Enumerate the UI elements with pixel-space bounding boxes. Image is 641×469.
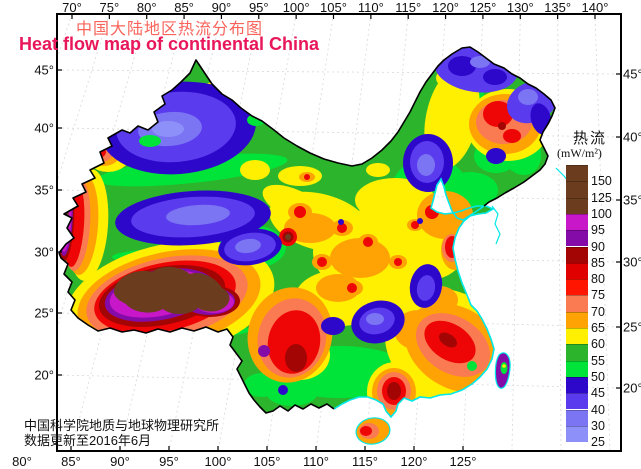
- legend-unit: (mW/m²): [557, 146, 602, 160]
- left-axis-tick-label: 45°: [34, 62, 54, 78]
- legend-color-swatch: [566, 295, 588, 312]
- coastline: [333, 177, 495, 419]
- bottom-axis-tick-label: 125°: [449, 454, 477, 469]
- top-axis-tick-label: 85°: [174, 0, 194, 15]
- right-axis-tick-label: 45°: [623, 66, 641, 82]
- korea-coastline: [491, 205, 501, 245]
- legend-color-swatch: [566, 181, 588, 198]
- right-axis-tick-label: 35°: [623, 192, 641, 208]
- legend-value-label: 25: [591, 435, 605, 450]
- south-west-border: [58, 252, 335, 414]
- bottom-axis-tick-label: 110°: [303, 454, 329, 469]
- legend-color-swatch: [566, 360, 588, 377]
- legend-value-label: 60: [591, 337, 605, 352]
- legend-color-swatch: [566, 165, 588, 182]
- left-axis-tick-label: 30°: [34, 244, 54, 260]
- top-axis-tick-label: 105°: [320, 0, 347, 15]
- bottom-axis-tick-label: 85°: [61, 454, 81, 469]
- top-axis-tick-label: 140°: [581, 0, 609, 15]
- top-axis-tick-label: 75°: [99, 0, 120, 15]
- top-axis-tick-label: 90°: [211, 0, 232, 15]
- bottom-axis-tick-label: 95°: [159, 454, 179, 469]
- legend-value-label: 100: [591, 206, 612, 221]
- legend-color-swatch: [566, 376, 588, 394]
- top-axis-tick-label: 110°: [357, 0, 384, 15]
- right-axis-tick-label: 20°: [623, 380, 641, 396]
- legend-color-swatch: [566, 246, 588, 263]
- left-axis-tick-label: 25°: [34, 305, 54, 321]
- legend-value-label: 90: [591, 239, 605, 254]
- legend-value-label: 80: [591, 272, 605, 287]
- right-axis-tick-label: 40°: [623, 129, 641, 145]
- legend-color-swatch: [566, 230, 588, 247]
- bottom-axis-tick-label: 100°: [204, 454, 232, 469]
- top-axis-tick-label: 95°: [248, 0, 269, 15]
- legend-color-swatch: [566, 262, 588, 280]
- bottom-axis-tick-label: 80°: [12, 454, 32, 469]
- top-axis-tick-label: 135°: [544, 0, 572, 15]
- bottom-axis-tick-label: 90°: [110, 454, 130, 469]
- title-chinese: 中国大陆地区热流分布图: [76, 21, 264, 38]
- attribution-updated: 数据更新至2016年6月: [24, 433, 152, 448]
- top-axis-tick-label: 120°: [432, 0, 460, 15]
- legend-value-label: 70: [591, 304, 605, 319]
- heat-flow-contours: [59, 47, 555, 417]
- legend-color-swatch: [566, 279, 588, 296]
- legend-value-label: 50: [591, 369, 605, 384]
- left-axis-tick-label: 20°: [34, 367, 54, 383]
- right-axis-tick-label: 30°: [623, 254, 641, 270]
- left-axis-tick-label: 40°: [34, 120, 54, 136]
- legend-color-swatch: [566, 311, 588, 328]
- legend-value-label: 95: [591, 223, 605, 238]
- attribution-institute: 中国科学院地质与地球物理研究所: [24, 418, 220, 433]
- top-axis-tick-label: 70°: [62, 0, 82, 15]
- hainan-island: [355, 417, 391, 445]
- legend-value-label: 65: [591, 321, 605, 335]
- legend-color-swatch: [566, 344, 588, 361]
- legend-title: 热流: [573, 131, 608, 147]
- legend-value-label: 150: [591, 174, 612, 189]
- legend-color-swatch: [566, 197, 588, 214]
- bottom-axis-tick-label: 105°: [253, 454, 281, 469]
- axis-tick-marks: [57, 14, 621, 451]
- legend-value-label: 125: [591, 190, 612, 205]
- legend-value-label: 40: [591, 402, 605, 417]
- north-west-border: [58, 46, 556, 254]
- legend-color-swatch: [566, 328, 588, 345]
- legend-value-label: 55: [591, 353, 605, 368]
- legend-color-swatch: [566, 409, 588, 426]
- bottom-axis-tick-label: 120°: [400, 454, 428, 469]
- top-axis-tick-label: 80°: [136, 0, 157, 15]
- legend-color-swatch: [566, 213, 588, 231]
- taiwan-island: [494, 352, 511, 389]
- top-axis-tick-label: 130°: [506, 0, 534, 15]
- plot-frame: [56, 13, 622, 452]
- left-axis-tick-label: 35°: [34, 182, 54, 198]
- bottom-axis-tick-label: 115°: [352, 454, 378, 469]
- legend-value-label: 75: [591, 288, 605, 303]
- legend-value-label: 85: [591, 255, 605, 270]
- legend-color-swatch: [566, 425, 588, 443]
- right-axis-tick-label: 25°: [623, 319, 641, 335]
- legend-color-swatch: [566, 393, 588, 410]
- top-axis-tick-label: 115°: [395, 0, 422, 15]
- top-axis-tick-label: 100°: [282, 0, 310, 15]
- title-english: Heat flow map of continental China: [19, 34, 320, 54]
- top-axis-tick-label: 125°: [469, 0, 497, 15]
- legend-value-label: 45: [591, 386, 605, 401]
- legend-value-label: 30: [591, 418, 605, 433]
